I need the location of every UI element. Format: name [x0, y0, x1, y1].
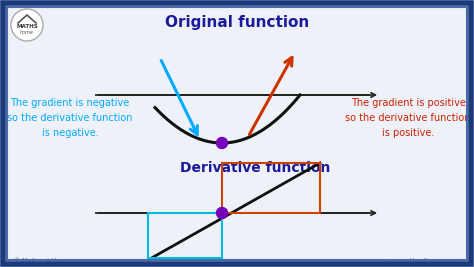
- Circle shape: [11, 9, 43, 41]
- Text: © Maths at Home: © Maths at Home: [14, 257, 70, 262]
- Text: The gradient is negative
so the derivative function
is negative.: The gradient is negative so the derivati…: [7, 98, 133, 138]
- Bar: [222, 163, 320, 213]
- Bar: [148, 213, 222, 258]
- Circle shape: [217, 207, 228, 218]
- Text: Derivative function: Derivative function: [180, 161, 330, 175]
- Text: MATHS: MATHS: [16, 25, 38, 29]
- Text: www.mathsathome.com: www.mathsathome.com: [384, 257, 460, 262]
- Circle shape: [217, 138, 228, 148]
- Text: The gradient is positive
so the derivative function
is positive.: The gradient is positive so the derivati…: [345, 98, 471, 138]
- Text: Original function: Original function: [165, 14, 309, 29]
- Text: home: home: [20, 30, 34, 36]
